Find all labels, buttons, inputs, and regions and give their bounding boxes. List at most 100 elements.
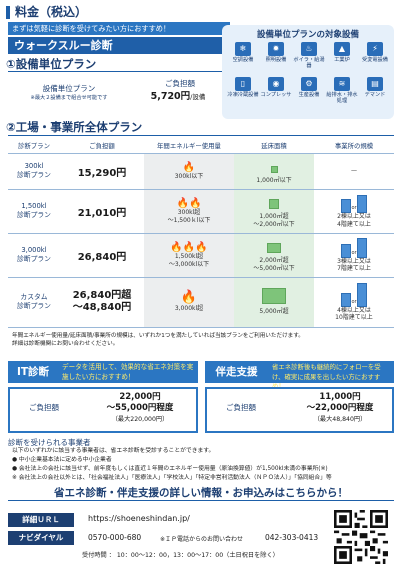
it-tag: IT診断 <box>8 361 58 383</box>
header-bar <box>6 6 10 19</box>
navi-ip-note: ※ＩＰ電話からのお問い合わせ <box>160 536 244 543</box>
navi-number[interactable]: 0570-000-680 <box>88 533 142 542</box>
qr-code-icon[interactable] <box>334 510 388 564</box>
business-text: 以下のいずれかに該当する事業者は、省エネ診断を受診することができます。 ● 中小… <box>12 448 332 481</box>
area-square <box>262 288 286 305</box>
building-icon <box>341 292 352 307</box>
section2-title: ②工場・事業所全体プラン <box>6 120 143 134</box>
area-cell: 1,000㎡以下 <box>234 153 314 190</box>
equipment-item: ▤ デマンド <box>364 77 386 98</box>
business-hours: 受付時間 ： 10：00～12：00，13：00～17：00（土日祝日を除く） <box>82 552 279 559</box>
aircon-icon: ❄ <box>235 42 251 56</box>
area-square <box>269 199 279 209</box>
section1-divider <box>8 71 230 72</box>
building-icon <box>356 282 367 307</box>
equipment-item: ▯ 冷凍冷蔵設備 <box>227 77 259 98</box>
business-title: 診断を受けられる事業者 <box>8 438 91 447</box>
equipment-item: ♨ ボイラ・給湯器 <box>293 42 325 69</box>
column-header: ご負担額 <box>60 139 144 154</box>
demand-icon: ▤ <box>367 77 383 91</box>
fee-cell: 21,010円 <box>60 189 144 234</box>
building-icon <box>341 243 352 258</box>
intro-banner: まずは気軽に診断を受けてみたい方におすすめ！ <box>8 22 230 35</box>
equipment-item: ▲ 工業炉 <box>334 42 350 63</box>
furnace-icon: ▲ <box>334 42 350 56</box>
building-icon <box>356 237 367 258</box>
scale-cell: or 3棟以上又は 7階建て以上 <box>314 233 394 278</box>
fire-icon: 🔥🔥🔥 <box>170 242 208 253</box>
url-label: 詳細ＵＲＬ <box>8 513 74 527</box>
url-link[interactable]: https://shoeneshindan.jp/ <box>88 514 190 523</box>
plan-name: 設備単位プラン <box>42 84 96 93</box>
energy-cell: 🔥🔥 300kl超 ～1,500ｋl以下 <box>144 189 234 234</box>
area-cell: 1,000㎡超 ～2,000㎡以下 <box>234 189 314 234</box>
plan-cell: カスタム 診断プラン <box>8 277 60 328</box>
table-note: 年間エネルギー使用量/延床面積/事業所の規模は、いずれか1つを満たしていれば当該… <box>12 333 304 347</box>
support-fee-label: ご負担額 <box>226 403 256 412</box>
column-header: 診断プラン <box>8 139 60 154</box>
support-tag: 伴走支援 <box>205 361 268 383</box>
table-header-row: 診断プラン ご負担額 年間エネルギー使用量 延床面積 事業所の規模 <box>8 139 394 154</box>
it-fee-max: （最大220,000円） <box>111 416 169 423</box>
energy-cell: 🔥🔥🔥 1,500kl超 ～3,000kl以下 <box>144 233 234 278</box>
page-header: 料金（税込） <box>6 4 156 20</box>
table-row: カスタム 診断プラン 26,840円超 ～48,840円 🔥 3,000kl超 … <box>8 277 394 328</box>
fee-cell: 26,840円 <box>60 233 144 278</box>
it-description: データを活用して、効果的な省エネ対策を実施したい方におすすめ！ <box>58 361 198 383</box>
column-header: 延床面積 <box>234 139 314 154</box>
column-header: 事業所の規模 <box>314 139 394 154</box>
equipment-item: ≋ 給排水・排水処理 <box>326 77 358 104</box>
water-icon: ≋ <box>334 77 350 91</box>
navi-label: ナビダイヤル <box>8 531 74 545</box>
plan-cell: 300kl 診断プラン <box>8 153 60 190</box>
fee-cell: 15,290円 <box>60 153 144 190</box>
equipment-item: ✹ 照明設備 <box>265 42 287 63</box>
support-fee-max: （最大48,840円） <box>313 416 367 423</box>
compressor-icon: ◉ <box>268 77 284 91</box>
equipment-item: ⚡ 受変電設備 <box>362 42 388 63</box>
plan-cell: 3,000kl 診断プラン <box>8 233 60 278</box>
fee-label: ご負担額 <box>165 79 195 88</box>
fire-icon: 🔥 <box>182 161 196 173</box>
plan-cell: 1,500kl 診断プラン <box>8 189 60 234</box>
section2-divider <box>8 135 394 136</box>
equipment-title: 設備単位プランの対象設備 <box>256 30 359 40</box>
column-header: 年間エネルギー使用量 <box>144 139 234 154</box>
scale-cell: or 2棟以上又は 4階建て以上 <box>314 189 394 234</box>
plan-table: 診断プラン ご負担額 年間エネルギー使用量 延床面積 事業所の規模 300kl … <box>8 139 394 328</box>
support-description: 省エネ診断後も継続的にフォローを受け、確実に成果を出したい方におすすめ！ <box>268 361 394 390</box>
energy-cell: 🔥 300kl以下 <box>144 153 234 190</box>
boiler-icon: ♨ <box>301 42 317 56</box>
area-cell: 5,000㎡超 <box>234 277 314 328</box>
production-icon: ⚙ <box>301 77 317 91</box>
area-square <box>267 243 281 253</box>
equipment-item: ⚙ 生産設備 <box>298 77 320 98</box>
scale-cell: or 4棟以上又は 10階建て以上 <box>314 277 394 328</box>
equipment-panel: 設備単位プランの対象設備 ❄ 空調設備 ✹ 照明設備 ♨ ボイラ・給湯器 ▲ 工業炉 ⚡… <box>222 25 394 119</box>
cta-heading: 省エネ診断・伴走支援の詳しい情報・お申込みはこちらから！ <box>54 487 348 499</box>
refrigerator-icon: ▯ <box>235 77 251 91</box>
equipment-item: ◉ コンプレッサ <box>260 77 292 98</box>
building-icon <box>341 199 352 213</box>
scale-cell: — <box>314 153 394 190</box>
energy-cell: 🔥 3,000kl超 <box>144 277 234 328</box>
fire-icon: 🔥🔥 <box>176 198 202 209</box>
navi-tel[interactable]: 042-303-0413 <box>265 533 319 542</box>
cta-divider <box>8 500 394 501</box>
section1-title: ①設備単位プラン <box>6 57 97 71</box>
substation-icon: ⚡ <box>367 42 383 56</box>
it-fee: 22,000円 ～55,000円程度 <box>106 392 174 413</box>
it-fee-label: ご負担額 <box>29 403 59 412</box>
fire-icon: 🔥 <box>180 290 198 306</box>
building-icon <box>356 195 367 213</box>
table-row: 3,000kl 診断プラン 26,840円 🔥🔥🔥 1,500kl超 ～3,00… <box>8 233 394 278</box>
support-fee-box <box>205 387 394 433</box>
lighting-icon: ✹ <box>268 42 284 56</box>
support-fee: 11,000円 ～22,000円程度 <box>306 392 374 413</box>
plan-fee-value: 5,720円 <box>150 91 191 102</box>
plan-fee-unit: /設備 <box>190 93 206 101</box>
table-row: 300kl 診断プラン 15,290円 🔥 300kl以下 1,000㎡以下 — <box>8 153 394 190</box>
plan-fee: 5,720円/設備 <box>128 88 228 102</box>
area-square <box>270 165 278 173</box>
equipment-item: ❄ 空調設備 <box>232 42 254 63</box>
